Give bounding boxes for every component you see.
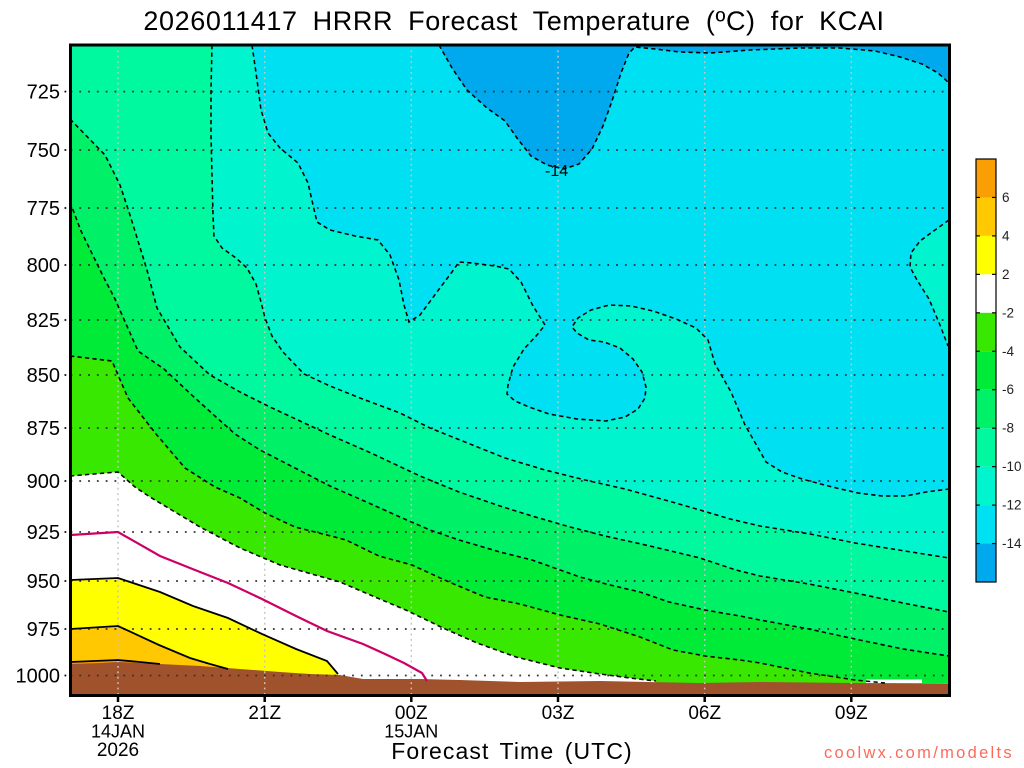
- svg-text:2026: 2026: [97, 740, 139, 761]
- svg-text:03Z: 03Z: [542, 703, 575, 724]
- svg-text:06Z: 06Z: [688, 703, 721, 724]
- svg-text:800: 800: [27, 255, 60, 277]
- svg-text:975: 975: [27, 619, 60, 641]
- svg-text:-10: -10: [1002, 459, 1022, 474]
- svg-text:-14: -14: [1002, 536, 1022, 551]
- svg-text:00Z: 00Z: [395, 703, 428, 724]
- svg-text:-6: -6: [1002, 382, 1014, 397]
- svg-text:925: 925: [27, 522, 60, 544]
- svg-text:18Z: 18Z: [102, 703, 135, 724]
- svg-text:900: 900: [27, 471, 60, 493]
- svg-text:4: 4: [1002, 228, 1010, 243]
- svg-text:850: 850: [27, 365, 60, 387]
- svg-text:725: 725: [27, 82, 60, 104]
- svg-text:2: 2: [1002, 267, 1010, 282]
- svg-text:-2: -2: [1002, 305, 1014, 320]
- svg-text:750: 750: [27, 140, 60, 162]
- svg-text:14JAN: 14JAN: [91, 722, 145, 742]
- svg-text:coolwx.com/modelts: coolwx.com/modelts: [824, 744, 1014, 762]
- svg-text:21Z: 21Z: [248, 703, 281, 724]
- svg-text:-14: -14: [545, 163, 568, 180]
- svg-text:1000: 1000: [16, 666, 61, 688]
- svg-text:15JAN: 15JAN: [384, 722, 438, 742]
- svg-text:2026011417 HRRR Forecast Tempe: 2026011417 HRRR Forecast Temperature (ºC…: [143, 6, 884, 36]
- svg-text:-4: -4: [1002, 344, 1014, 359]
- svg-text:6: 6: [1002, 190, 1010, 205]
- svg-text:-8: -8: [1002, 421, 1014, 436]
- svg-text:09Z: 09Z: [835, 703, 868, 724]
- svg-text:Forecast Time (UTC): Forecast Time (UTC): [391, 738, 633, 764]
- svg-text:-12: -12: [1002, 498, 1022, 513]
- svg-text:875: 875: [27, 418, 60, 440]
- svg-text:775: 775: [27, 198, 60, 220]
- svg-text:950: 950: [27, 571, 60, 593]
- svg-text:825: 825: [27, 310, 60, 332]
